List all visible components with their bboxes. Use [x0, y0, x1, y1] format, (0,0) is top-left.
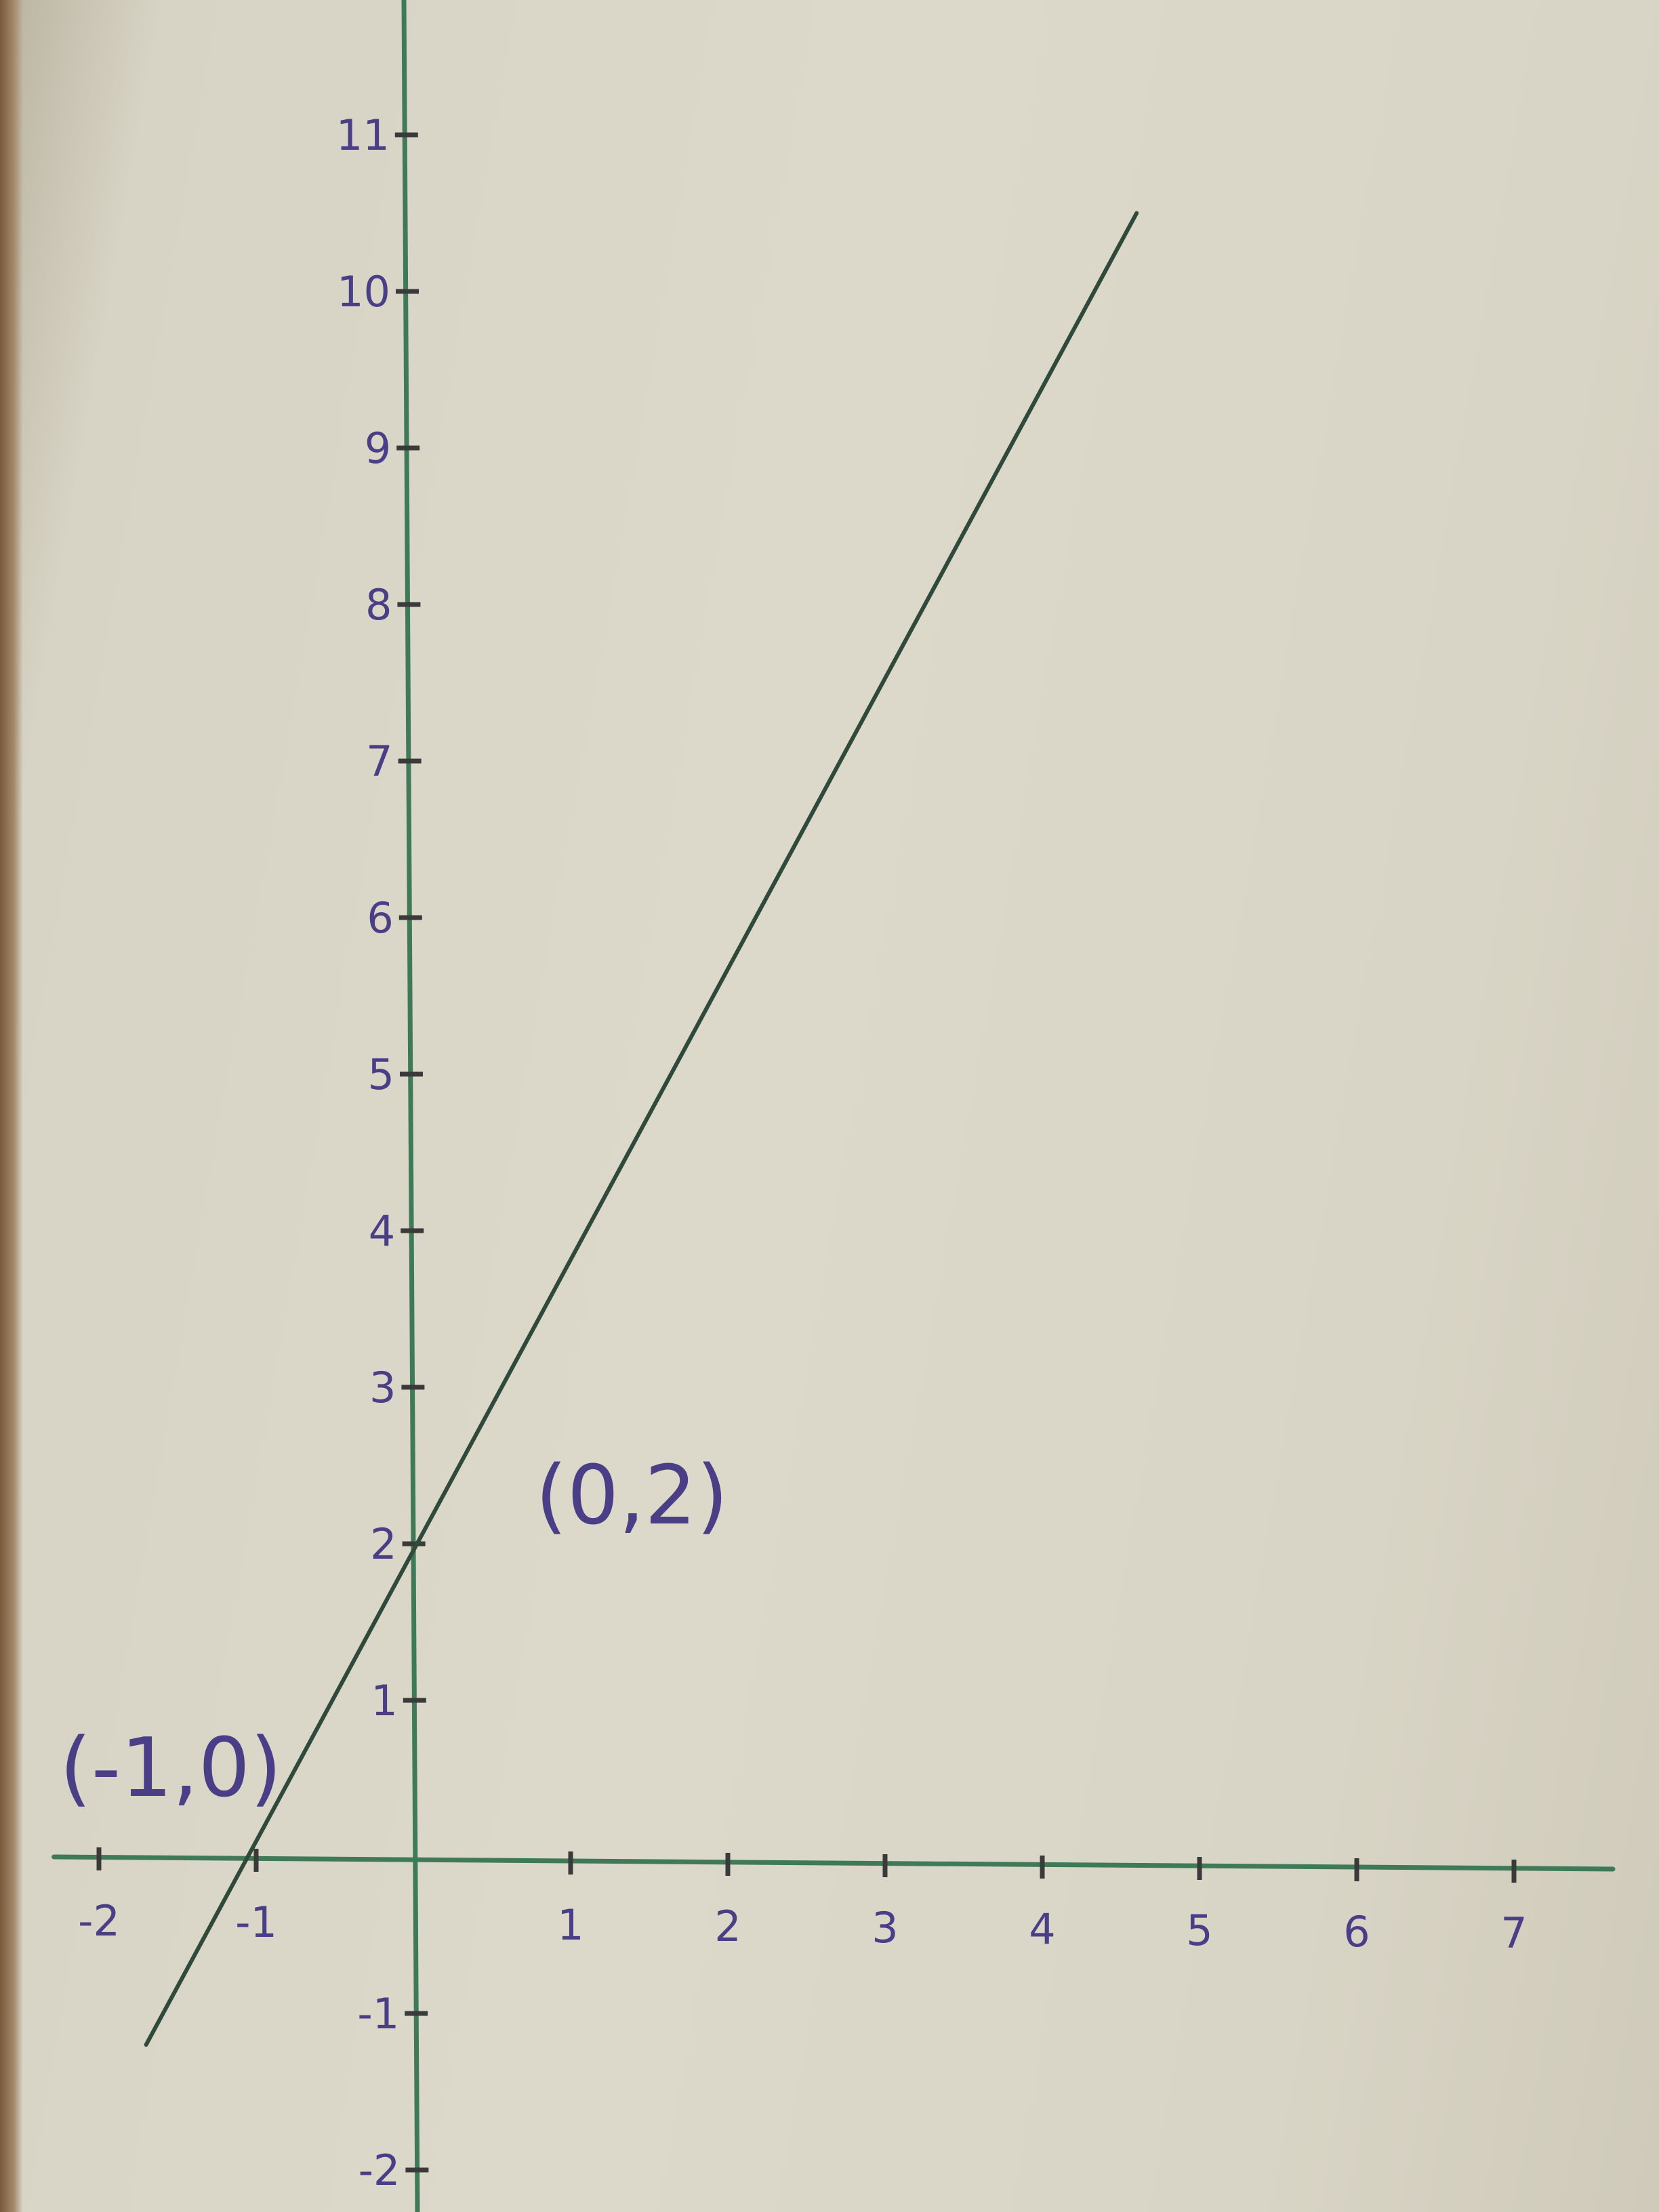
series-lines — [144, 211, 1139, 2047]
x-tick-label: 1 — [557, 1900, 583, 1950]
desk-edge — [0, 0, 23, 2212]
y-tick-label: 7 — [366, 737, 392, 786]
y-tick-label: 3 — [369, 1363, 396, 1412]
y-tick-label: -1 — [357, 1989, 399, 2039]
y-tick-label: 6 — [367, 893, 393, 943]
axes — [52, 0, 1616, 2212]
ticks — [96, 132, 1517, 2173]
point-annotation: (-1,0) — [60, 1721, 282, 1816]
x-tick-label: -2 — [78, 1896, 120, 1946]
y-tick-label: 5 — [368, 1050, 394, 1099]
y-tick-label: 1 — [371, 1676, 397, 1725]
series-line — [144, 211, 1139, 2047]
x-tick-label: -1 — [235, 1898, 277, 1947]
x-tick-label: 5 — [1186, 1906, 1212, 1955]
x-tick-label: 4 — [1029, 1904, 1055, 1954]
y-tick-label: 2 — [370, 1519, 396, 1569]
x-tick-label: 7 — [1500, 1908, 1527, 1958]
y-tick-label: -2 — [359, 2146, 401, 2195]
annotations: (0,2) (-1,0) — [60, 1449, 728, 1816]
y-tick-label: 9 — [365, 424, 391, 473]
y-tick-label: 11 — [336, 110, 390, 160]
y-axis — [401, 0, 420, 2212]
y-tick-label: 10 — [337, 267, 390, 316]
x-tick-label: 2 — [714, 1902, 741, 1951]
y-tick-label: 8 — [365, 580, 392, 630]
x-tick-label: 6 — [1343, 1907, 1370, 1957]
tick-labels: -2 -1 1 2 3 4 5 6 7 -2 -1 1 2 3 4 5 6 7 8 9 10 11 — [78, 110, 1528, 2195]
x-tick-label: 3 — [872, 1903, 898, 1952]
point-annotation: (0,2) — [535, 1449, 728, 1543]
x-axis — [52, 1854, 1616, 1872]
y-tick-label: 4 — [369, 1206, 395, 1256]
